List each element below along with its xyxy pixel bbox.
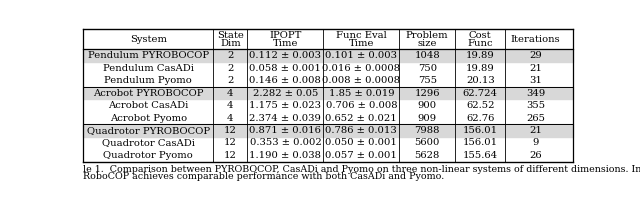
Text: 0.146 ± 0.008: 0.146 ± 0.008	[250, 76, 321, 85]
Text: 29: 29	[529, 51, 542, 60]
Text: Pendulum CasADi: Pendulum CasADi	[102, 64, 194, 73]
Text: Quadrotor CasADi: Quadrotor CasADi	[102, 138, 195, 147]
Text: Time: Time	[349, 39, 374, 48]
Text: 4: 4	[227, 114, 234, 122]
Text: 21: 21	[529, 126, 542, 135]
Text: Func: Func	[467, 39, 493, 48]
Text: 2.282 ± 0.05: 2.282 ± 0.05	[253, 89, 318, 98]
Text: 1.175 ± 0.023: 1.175 ± 0.023	[250, 101, 321, 110]
Text: 755: 755	[418, 76, 436, 85]
Text: 62.76: 62.76	[466, 114, 495, 122]
Text: 62.52: 62.52	[466, 101, 495, 110]
Text: 26: 26	[529, 151, 542, 160]
Text: 156.01: 156.01	[463, 138, 498, 147]
Text: 0.652 ± 0.021: 0.652 ± 0.021	[326, 114, 397, 122]
Text: 2: 2	[227, 64, 234, 73]
Text: 12: 12	[224, 151, 237, 160]
Text: 900: 900	[418, 101, 436, 110]
Text: 2: 2	[227, 76, 234, 85]
Text: 19.89: 19.89	[466, 64, 495, 73]
Text: State: State	[217, 31, 244, 40]
Text: Iterations: Iterations	[511, 35, 561, 44]
Text: 7988: 7988	[415, 126, 440, 135]
Text: 0.706 ± 0.008: 0.706 ± 0.008	[326, 101, 397, 110]
Text: 0.101 ± 0.003: 0.101 ± 0.003	[325, 51, 397, 60]
Text: 5600: 5600	[415, 138, 440, 147]
Text: RoboCOP achieves comparable performance with both CasADi and Pyomo.: RoboCOP achieves comparable performance …	[83, 172, 444, 181]
Text: 5628: 5628	[415, 151, 440, 160]
Text: 20.13: 20.13	[466, 76, 495, 85]
Text: 355: 355	[526, 101, 545, 110]
Text: 0.008 ± 0.0008: 0.008 ± 0.0008	[323, 76, 401, 85]
Text: Time: Time	[273, 39, 298, 48]
Bar	[83, 87, 573, 99]
Text: Quadrotor Pyomo: Quadrotor Pyomo	[103, 151, 193, 160]
Text: 1048: 1048	[414, 51, 440, 60]
Text: 4: 4	[227, 89, 234, 98]
Text: IPOPT: IPOPT	[269, 31, 301, 40]
Text: 349: 349	[526, 89, 545, 98]
Text: 21: 21	[529, 64, 542, 73]
Bar	[83, 49, 573, 62]
Text: 0.057 ± 0.001: 0.057 ± 0.001	[325, 151, 397, 160]
Text: Pendulum PYROBOCOP: Pendulum PYROBOCOP	[88, 51, 209, 60]
Text: 1.190 ± 0.038: 1.190 ± 0.038	[250, 151, 321, 160]
Text: 62.724: 62.724	[463, 89, 498, 98]
Text: Problem: Problem	[406, 31, 449, 40]
Text: 0.871 ± 0.016: 0.871 ± 0.016	[250, 126, 321, 135]
Text: System: System	[130, 35, 166, 44]
Text: 19.89: 19.89	[466, 51, 495, 60]
Text: 4: 4	[227, 101, 234, 110]
Text: 12: 12	[224, 138, 237, 147]
Text: 909: 909	[418, 114, 436, 122]
Text: 0.050 ± 0.001: 0.050 ± 0.001	[325, 138, 397, 147]
Text: 2.374 ± 0.039: 2.374 ± 0.039	[250, 114, 321, 122]
Text: Dim: Dim	[220, 39, 241, 48]
Text: Acrobot Pyomo: Acrobot Pyomo	[109, 114, 187, 122]
Text: 0.016 ± 0.0008: 0.016 ± 0.0008	[323, 64, 401, 73]
Text: 156.01: 156.01	[463, 126, 498, 135]
Text: 0.058 ± 0.001: 0.058 ± 0.001	[250, 64, 321, 73]
Text: Cost: Cost	[469, 31, 492, 40]
Text: 12: 12	[224, 126, 237, 135]
Text: 1296: 1296	[415, 89, 440, 98]
Text: Quadrotor PYROBOCOP: Quadrotor PYROBOCOP	[86, 126, 210, 135]
Text: Func Eval: Func Eval	[336, 31, 387, 40]
Text: 31: 31	[529, 76, 542, 85]
Text: 9: 9	[532, 138, 539, 147]
Text: Acrobot CasADi: Acrobot CasADi	[108, 101, 188, 110]
Text: 155.64: 155.64	[463, 151, 498, 160]
Text: 750: 750	[418, 64, 436, 73]
Text: size: size	[417, 39, 437, 48]
Text: 0.112 ± 0.003: 0.112 ± 0.003	[250, 51, 321, 60]
Text: le 1.  Comparison between PYROBOCOP, CasADi and Pyomo on three non-linear system: le 1. Comparison between PYROBOCOP, CasA…	[83, 165, 640, 174]
Text: 0.786 ± 0.013: 0.786 ± 0.013	[326, 126, 397, 135]
Text: 2: 2	[227, 51, 234, 60]
Text: 265: 265	[526, 114, 545, 122]
Text: Pendulum Pyomo: Pendulum Pyomo	[104, 76, 192, 85]
Text: Acrobot PYROBOCOP: Acrobot PYROBOCOP	[93, 89, 204, 98]
Text: 0.353 ± 0.002: 0.353 ± 0.002	[250, 138, 321, 147]
Text: 1.85 ± 0.019: 1.85 ± 0.019	[328, 89, 394, 98]
Bar	[83, 124, 573, 137]
